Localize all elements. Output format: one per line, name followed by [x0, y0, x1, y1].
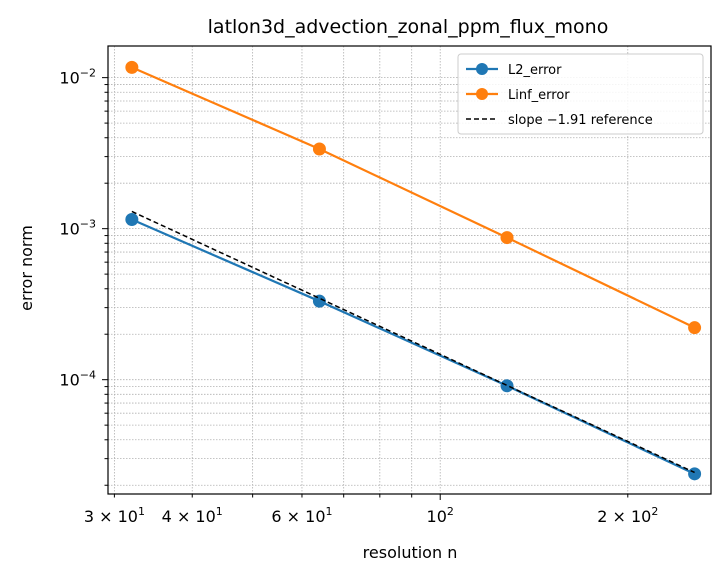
y-tick-label: 10−4: [59, 369, 96, 390]
series-line-1: [131, 218, 696, 475]
x-tick-label: 2 × 102: [597, 505, 658, 526]
series-2-point: [312, 142, 326, 156]
y-tick-label: 10−2: [59, 67, 96, 88]
legend-label-3: slope −1.91 reference: [508, 113, 653, 128]
x-tick-label: 6 × 101: [271, 505, 332, 526]
x-tick-label: 3 × 101: [84, 505, 145, 526]
series-line-2: [131, 66, 696, 329]
series-line-3: [131, 210, 695, 474]
series-2-point: [125, 60, 139, 74]
series-1-point: [125, 212, 139, 226]
legend-box: [457, 53, 704, 135]
legend-label-2: Linf_error: [508, 88, 570, 103]
series-layer: [125, 60, 702, 481]
plot-frame: [107, 45, 712, 495]
series-1-point: [312, 294, 326, 308]
ticks: 3 × 101 4 × 101 6 × 101 102 2 × 102 10−4 10−3 1…: [59, 67, 658, 526]
y-axis-label: error norm: [17, 225, 36, 311]
x-tick-label: 4 × 101: [162, 505, 223, 526]
series-1-point: [688, 467, 702, 481]
y-tick-label: 10−3: [59, 218, 96, 239]
chart-title: latlon3d_advection_zonal_ppm_flux_mono: [208, 16, 609, 38]
series-1-point: [500, 379, 514, 393]
legend-marker-1: [476, 63, 488, 75]
series-2-point: [500, 231, 514, 245]
x-axis-label: resolution n: [363, 543, 458, 562]
x-tick-label: 102: [427, 505, 454, 526]
series-2-point: [688, 321, 702, 335]
legend-marker-2: [476, 88, 488, 100]
legend-label-1: L2_error: [508, 63, 562, 78]
